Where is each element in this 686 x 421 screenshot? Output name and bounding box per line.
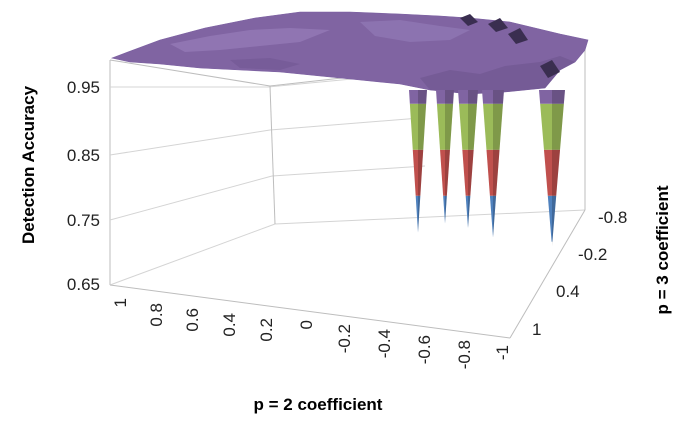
gridline-0.65-side: [274, 209, 586, 225]
dark-dip: [488, 18, 508, 32]
spike-5-band-1: [547, 195, 557, 242]
dark-dip: [508, 28, 528, 44]
spike-3-band-4: [458, 90, 478, 104]
y-tick-0.4: 0.4: [556, 282, 580, 301]
spike-5-band-3: [540, 103, 564, 150]
z-tick-0.85: 0.85: [67, 146, 100, 165]
spike-3-band-3: [459, 103, 477, 150]
plateau-highlight: [170, 28, 330, 52]
y-tick-1: 1: [532, 320, 541, 339]
back-corner-edge: [269, 85, 276, 225]
floor-edges: [109, 209, 586, 339]
z-axis-ticks: 0.95 0.85 0.75 0.65: [67, 78, 100, 294]
spike-3-band-1: [465, 195, 471, 228]
z-tick-0.95: 0.95: [67, 78, 100, 97]
spike-1-band-1: [415, 195, 421, 233]
x-tick--0.4: -0.4: [375, 329, 394, 358]
gridline-0.75-side: [271, 165, 426, 177]
spike-2-band-4: [436, 90, 454, 104]
spike-3-shade: [468, 90, 478, 228]
x-tick--0.6: -0.6: [415, 335, 434, 364]
y-axis-ticks: -0.8 -0.2 0.4 1: [532, 208, 627, 339]
y-tick--0.2: -0.2: [578, 245, 607, 264]
y-tick--0.8: -0.8: [598, 208, 627, 227]
x-axis-title: p = 2 coefficient: [254, 395, 383, 414]
dark-dip: [540, 60, 560, 78]
plateau-highlight: [360, 20, 470, 42]
spike-2-shade: [445, 90, 454, 224]
gridline-0.65: [109, 223, 276, 286]
gridline-0.75: [109, 175, 273, 221]
gridline-0.85: [109, 129, 271, 156]
dark-dip: [460, 14, 478, 26]
y-axis-title: p = 3 coefficient: [653, 185, 672, 314]
spike-4-band-4: [482, 90, 504, 104]
spike-5-shade: [552, 90, 565, 247]
floor-front-edge: [109, 284, 511, 339]
x-tick-0.6: 0.6: [183, 308, 202, 332]
x-tick-0.8: 0.8: [147, 303, 166, 327]
gridline-0.85-side: [269, 117, 421, 131]
back-wall-grid: [109, 50, 586, 286]
x-axis-ticks: 1 0.8 0.6 0.4 0.2 0 -0.2 -0.4 -0.6 -0.8 …: [111, 298, 512, 369]
plateau-shade: [230, 58, 300, 70]
x-tick--1: -1: [493, 345, 512, 360]
spike-3-band-2: [462, 149, 474, 196]
floor-right-edge: [509, 209, 586, 339]
spike-4-band-3: [483, 103, 503, 150]
spike-2-band-2: [440, 149, 450, 196]
surface-plateau: [110, 11, 589, 95]
x-tick-0: 0: [297, 320, 316, 329]
spike-4-band-2: [486, 149, 500, 196]
x-tick--0.8: -0.8: [455, 340, 474, 369]
spikes: [409, 90, 565, 247]
spike-4-band-1: [489, 195, 497, 238]
spike-4-shade: [493, 90, 504, 238]
x-tick-0.4: 0.4: [220, 313, 239, 337]
spike-2-band-1: [443, 195, 447, 224]
z-tick-0.75: 0.75: [67, 211, 100, 230]
plateau-shade: [420, 56, 575, 94]
spike-2-band-3: [436, 103, 454, 150]
spike-1-band-4: [409, 90, 427, 104]
z-tick-0.65: 0.65: [67, 275, 100, 294]
x-tick--0.2: -0.2: [335, 324, 354, 353]
z-axis-title: Detection Accuracy: [19, 85, 38, 244]
spike-1-band-2: [412, 149, 424, 196]
spike-5-band-2: [543, 149, 561, 196]
x-tick-0.2: 0.2: [257, 318, 276, 342]
spike-1-band-3: [409, 103, 427, 150]
spike-5-band-4: [539, 90, 565, 104]
x-tick-1: 1: [111, 298, 130, 307]
spike-1-shade: [418, 90, 427, 233]
